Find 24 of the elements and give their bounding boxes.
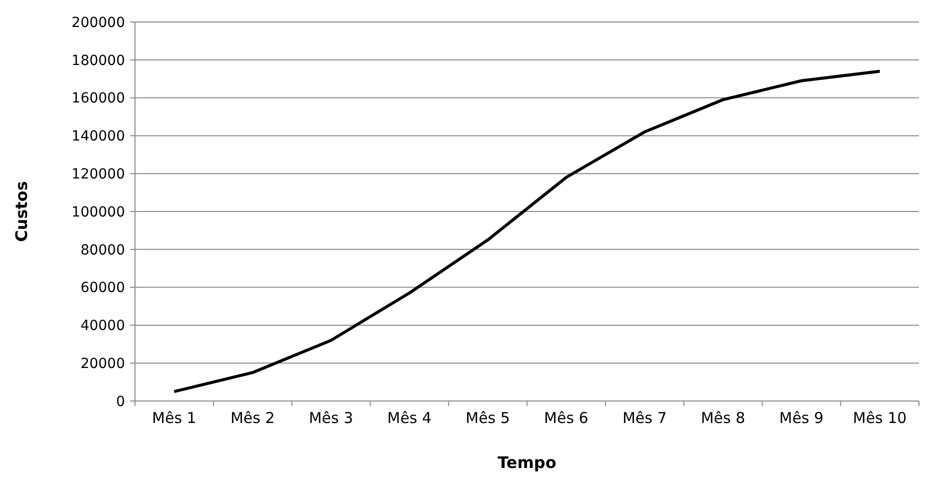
x-axis-title: Tempo [498, 453, 556, 472]
line-series [172, 70, 882, 394]
x-tick-label: Mês 1 [152, 409, 196, 427]
y-tick-label: 200000 [72, 14, 125, 31]
x-tick-label: Mês 3 [308, 409, 354, 427]
y-tick-label: 120000 [72, 166, 125, 182]
y-tick-label: 180000 [72, 52, 125, 69]
y-tick-label: 20000 [80, 356, 125, 372]
x-tick-label: Mês 6 [544, 409, 588, 427]
y-tick-label: 80000 [80, 242, 125, 258]
y-tick-label: 0 [116, 394, 125, 410]
x-tick-label: Mês 7 [622, 409, 667, 427]
x-tick-label: Mês 2 [230, 409, 275, 427]
y-tick-label: 60000 [80, 280, 125, 296]
x-tick-label: Mês 8 [700, 409, 746, 427]
y-tick-label: 100000 [72, 204, 125, 220]
y-axis-title: Custos [12, 181, 31, 242]
y-tick-label: 40000 [80, 318, 125, 334]
y-tick-label: 160000 [72, 90, 125, 107]
x-tick-label: Mês 9 [779, 409, 824, 427]
x-tick-label: Mês 5 [466, 409, 510, 427]
x-tick-label: Mês 4 [387, 409, 432, 427]
x-tick-label: Mês 10 [852, 409, 907, 427]
y-tick-label: 140000 [72, 128, 125, 145]
